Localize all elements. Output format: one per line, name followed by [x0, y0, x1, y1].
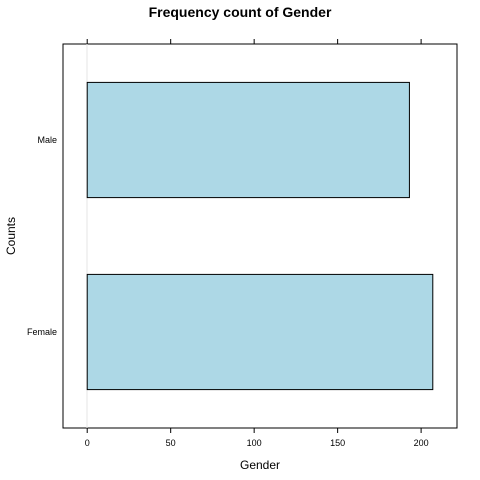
bar-female [87, 274, 433, 389]
x-axis-label: Gender [240, 458, 280, 472]
x-tick-label-50: 50 [166, 438, 176, 448]
category-label-female: Female [27, 327, 57, 337]
x-tick-label-100: 100 [247, 438, 262, 448]
bar-male [87, 82, 409, 197]
y-axis-label: Counts [4, 217, 18, 255]
y-axis-category-labels: Female Male [27, 135, 63, 337]
x-tick-label-0: 0 [85, 438, 90, 448]
x-tick-label-200: 200 [414, 438, 429, 448]
bars-group [87, 82, 433, 389]
chart-title: Frequency count of Gender [149, 4, 332, 20]
category-label-male: Male [37, 135, 57, 145]
x-tick-label-150: 150 [330, 438, 345, 448]
